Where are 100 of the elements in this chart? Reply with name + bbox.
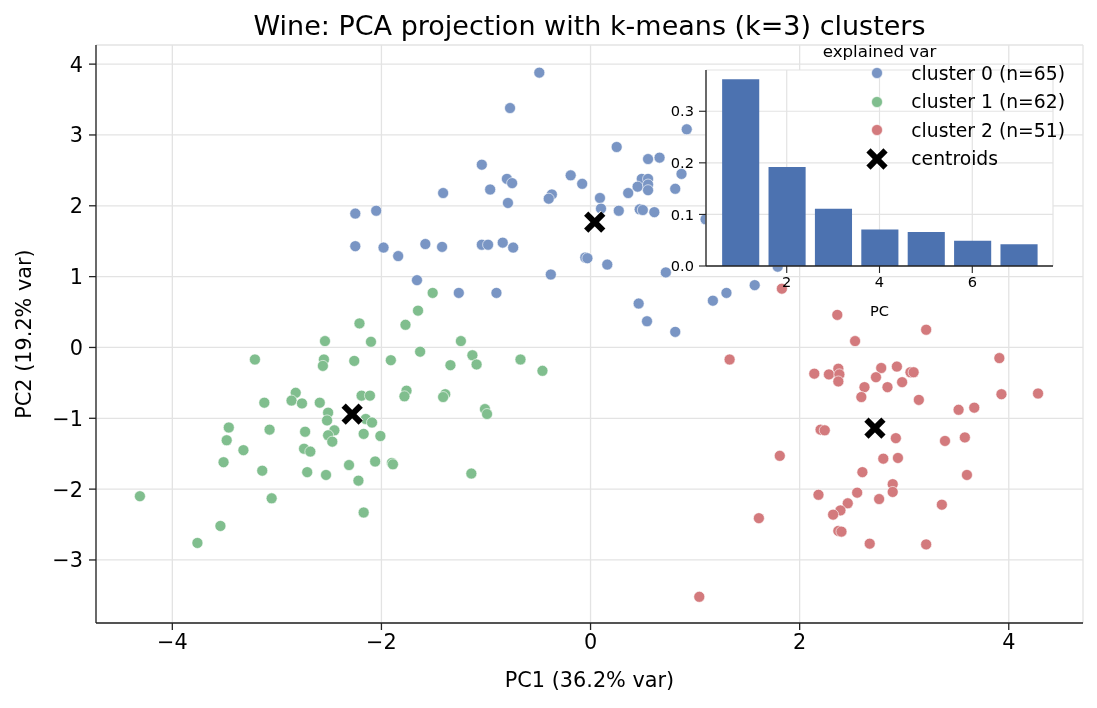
point [818, 424, 831, 437]
y-tick-label: 0.0 [670, 257, 694, 275]
point [504, 102, 516, 114]
y-tick-label: −2 [52, 477, 83, 502]
point [1032, 387, 1044, 400]
point [653, 151, 666, 164]
point [648, 206, 661, 218]
point [506, 177, 518, 189]
y-tick-label: 0.3 [670, 102, 694, 120]
x-axis-title: PC1 (36.2% var) [504, 668, 675, 693]
point [349, 207, 362, 220]
point [411, 274, 423, 286]
point [502, 197, 514, 209]
point [723, 353, 736, 366]
point [707, 294, 719, 307]
x-tick-label: 6 [967, 273, 977, 291]
point [920, 323, 932, 336]
x-axis-title: PC [870, 301, 889, 320]
y-tick-label: 0 [69, 335, 83, 360]
point [595, 202, 607, 215]
x-tick-label: 0 [583, 629, 598, 654]
chart-title: explained var [822, 41, 937, 62]
point [349, 240, 362, 252]
point [913, 394, 925, 406]
point [610, 141, 623, 153]
y-tick-label: 0.2 [670, 154, 694, 172]
point [812, 488, 825, 501]
point [886, 486, 899, 498]
y-tick-label: 1 [69, 265, 83, 290]
point [720, 287, 733, 299]
point [693, 590, 706, 603]
point [436, 241, 448, 253]
point [476, 158, 488, 171]
point [881, 381, 894, 393]
point [968, 401, 981, 414]
x-tick-label: 2 [793, 629, 807, 654]
point [863, 537, 876, 550]
point [961, 469, 973, 481]
y-axis-title: PC2 (19.2% var) [12, 249, 37, 419]
y-tick-label: −1 [52, 406, 83, 431]
legend-label: cluster 0 (n=65) [911, 62, 1065, 84]
point [995, 388, 1008, 401]
point [920, 538, 932, 551]
point [939, 435, 951, 447]
point [631, 180, 644, 193]
point [877, 452, 890, 465]
bar [907, 231, 945, 266]
point [594, 192, 606, 204]
point [993, 352, 1006, 364]
point [533, 66, 546, 79]
point [545, 268, 557, 281]
point [896, 376, 908, 388]
point [831, 309, 844, 321]
point [748, 279, 761, 291]
legend-label: cluster 1 (n=62) [911, 91, 1065, 113]
point [576, 178, 588, 190]
legend-label: cluster 2 (n=51) [911, 119, 1065, 141]
point [437, 187, 449, 199]
bar [768, 166, 806, 266]
point [858, 381, 871, 393]
legend-label: centroids [911, 148, 999, 170]
point [641, 315, 653, 328]
point [952, 403, 965, 416]
point [632, 297, 645, 310]
x-tick-label: 4 [874, 273, 885, 291]
x-tick-label: 2 [782, 273, 792, 291]
y-tick-label: 0.1 [670, 205, 694, 223]
point [622, 187, 634, 199]
point [377, 241, 390, 254]
point [875, 362, 888, 374]
point [660, 266, 672, 279]
point [675, 168, 688, 180]
point [773, 450, 786, 462]
bar [1000, 244, 1038, 266]
point [453, 287, 465, 299]
point [851, 486, 863, 499]
x-tick-label: −2 [366, 629, 397, 654]
point [855, 391, 868, 403]
point [482, 238, 494, 251]
point [612, 204, 625, 217]
point [849, 335, 861, 347]
point [890, 432, 902, 444]
point [873, 493, 885, 505]
point [370, 204, 383, 217]
point [680, 123, 693, 136]
point [507, 241, 519, 254]
point [392, 250, 404, 262]
y-tick-label: −3 [52, 548, 83, 573]
point [490, 287, 503, 299]
point [808, 367, 821, 380]
point [753, 512, 765, 524]
point [419, 238, 432, 250]
point [642, 153, 654, 165]
point [669, 326, 682, 338]
x-tick-label: 4 [1002, 629, 1016, 654]
point [891, 360, 903, 373]
point [496, 236, 509, 249]
bar [722, 79, 760, 266]
point [841, 497, 854, 510]
y-tick-label: 4 [69, 52, 83, 77]
